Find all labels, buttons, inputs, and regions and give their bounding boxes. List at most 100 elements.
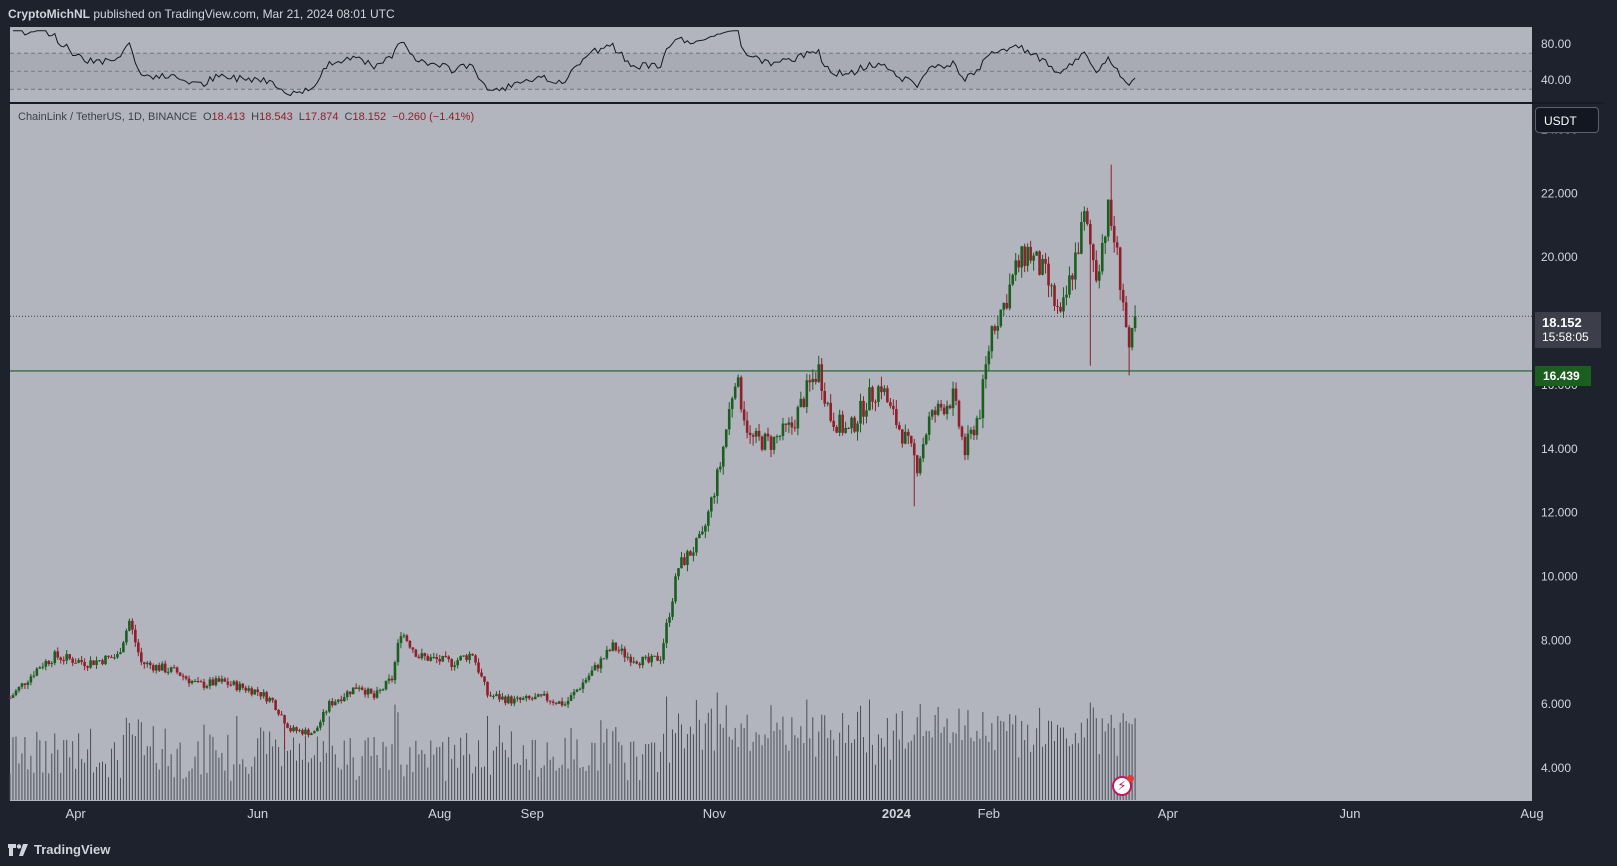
candle-body: [513, 698, 516, 704]
candle-body: [692, 552, 695, 556]
candle-body: [474, 655, 477, 663]
candle-body: [331, 701, 334, 706]
candle-body: [319, 722, 322, 728]
candle-body: [438, 659, 442, 662]
candle-body: [898, 424, 901, 430]
candle-body: [632, 661, 636, 663]
currency-button[interactable]: USDT: [1535, 107, 1599, 133]
candle-body: [459, 656, 462, 661]
candle-body: [172, 667, 176, 669]
change-value: −0.260 (−1.41%): [392, 111, 475, 123]
candle-body: [823, 391, 827, 404]
candle-body: [333, 701, 337, 706]
candle-body: [381, 689, 385, 691]
candle-body: [1050, 285, 1053, 287]
candle-body: [151, 665, 155, 671]
candle-body: [447, 656, 450, 660]
candle-body: [292, 727, 295, 732]
candle-body: [990, 326, 994, 352]
candle-body: [781, 423, 785, 436]
candle-body: [169, 667, 173, 672]
candle-body: [933, 410, 937, 415]
candle-body: [1014, 260, 1018, 275]
time-tick-label: Apr: [1158, 806, 1179, 821]
candle-body: [336, 699, 340, 702]
candle-body: [339, 699, 343, 702]
lightning-icon[interactable]: ⚡: [1112, 776, 1132, 796]
candle-body: [145, 662, 149, 665]
candle-body: [572, 691, 576, 696]
candle-body: [498, 694, 501, 700]
candle-body: [644, 656, 647, 658]
candle-body: [208, 679, 212, 687]
candle-body: [223, 678, 227, 682]
candle-body: [471, 653, 474, 656]
candle-body: [993, 326, 997, 331]
candle-body: [1071, 275, 1074, 280]
time-tick-label: Jun: [1339, 806, 1360, 821]
candle-body: [265, 692, 268, 702]
candle-body: [351, 687, 355, 695]
symbol-title[interactable]: ChainLink / TetherUS, 1D, BINANCE: [18, 111, 197, 123]
candle-body: [584, 679, 588, 683]
candle-body: [274, 700, 277, 710]
candle-body: [656, 655, 659, 661]
candle-body: [125, 630, 128, 643]
candle-body: [596, 664, 600, 669]
candle-body: [957, 400, 961, 427]
bar-countdown: 15:58:05: [1542, 330, 1589, 344]
candle-body: [408, 640, 412, 648]
candle-body: [1118, 247, 1122, 290]
candle-body: [578, 688, 582, 690]
last-price-tag: 18.152 15:58:05: [1535, 312, 1601, 348]
level-price-tag: 16.439: [1535, 366, 1591, 386]
author-name[interactable]: CryptoMichNL: [8, 7, 90, 21]
candle-body: [453, 665, 456, 667]
candle-body: [402, 635, 406, 637]
candle-body: [590, 670, 594, 676]
candle-body: [313, 731, 316, 734]
candle-body: [504, 696, 507, 704]
candle-body: [1080, 222, 1083, 254]
candle-body: [271, 697, 274, 701]
candle-body: [984, 364, 988, 380]
candle-body: [548, 700, 552, 702]
candle-body: [465, 655, 468, 660]
candle-body: [116, 653, 119, 658]
candle-body: [814, 378, 818, 382]
candle-body: [921, 444, 925, 459]
candle-body: [948, 405, 952, 409]
candle-body: [545, 693, 549, 701]
candle-body: [802, 398, 806, 407]
candle-body: [707, 511, 710, 526]
candle-body: [1041, 258, 1044, 275]
price-tick-label: 12.000: [1541, 506, 1578, 520]
candle-body: [328, 701, 331, 712]
candle-body: [354, 687, 358, 689]
candle-body: [629, 656, 633, 663]
candle-body: [95, 660, 98, 665]
candle-body: [193, 681, 197, 683]
candle-body: [1106, 199, 1110, 237]
symbol-legend: ChainLink / TetherUS, 1D, BINANCE O18.41…: [18, 111, 474, 123]
candle-body: [38, 667, 42, 669]
tradingview-logo[interactable]: TradingView: [8, 842, 110, 857]
candle-body: [414, 649, 418, 657]
candle-body: [757, 430, 761, 437]
candle-body: [927, 416, 931, 435]
candle-body: [996, 326, 1000, 331]
candle-body: [593, 664, 597, 671]
candle-body: [635, 661, 639, 664]
candle-body: [903, 431, 907, 444]
candle-body: [1020, 246, 1023, 268]
candle-body: [1109, 199, 1113, 226]
candle-body: [1056, 305, 1059, 307]
candle-body: [1062, 297, 1065, 312]
candle-body: [253, 689, 257, 695]
candle-body: [945, 405, 949, 415]
candle-body: [247, 688, 251, 691]
candle-body: [626, 656, 630, 658]
candle-body: [104, 655, 107, 665]
candle-body: [808, 380, 812, 383]
